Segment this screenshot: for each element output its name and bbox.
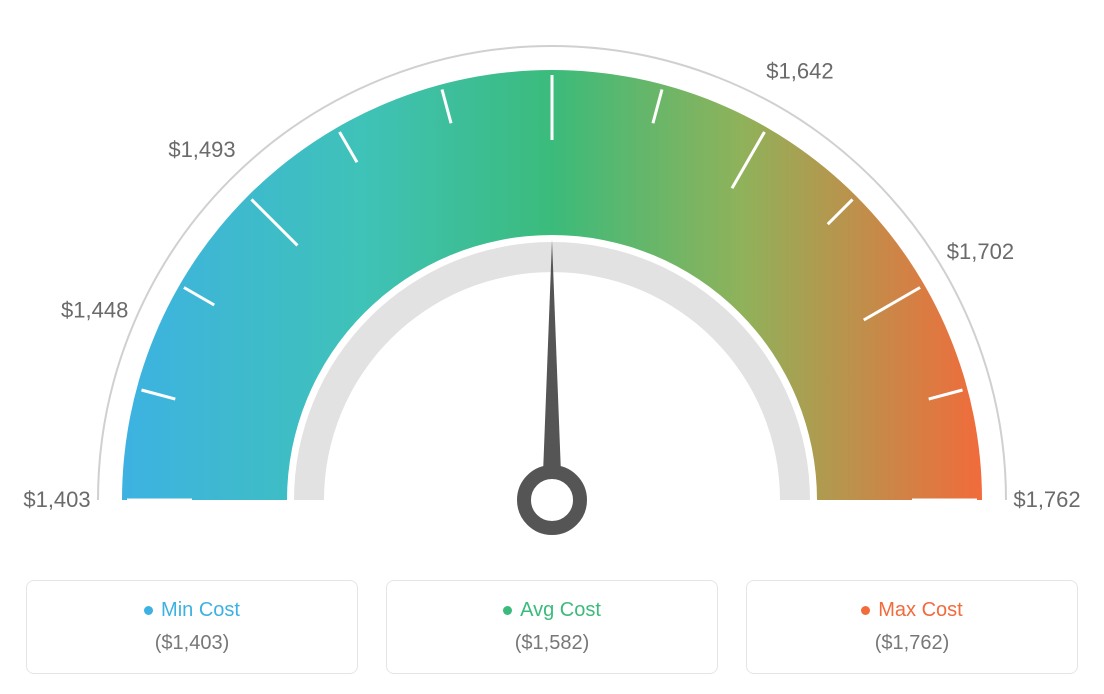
- legend-avg-value: ($1,582): [387, 632, 717, 655]
- legend-min-title-text: Min Cost: [161, 599, 240, 621]
- legend-card-avg: Avg Cost ($1,582): [386, 580, 718, 674]
- legend-row: Min Cost ($1,403) Avg Cost ($1,582) Max …: [20, 580, 1084, 674]
- dot-icon: [861, 606, 870, 615]
- legend-min-value: ($1,403): [27, 632, 357, 655]
- gauge-tick-label: $1,642: [766, 59, 833, 84]
- gauge-tick-label: $1,493: [168, 137, 235, 162]
- gauge-svg: $1,403$1,448$1,493$1,582$1,642$1,702$1,7…: [20, 20, 1084, 560]
- dot-icon: [144, 606, 153, 615]
- gauge-tick-label: $1,702: [947, 239, 1014, 264]
- gauge-chart: $1,403$1,448$1,493$1,582$1,642$1,702$1,7…: [20, 20, 1084, 674]
- legend-max-title: Max Cost: [747, 599, 1077, 622]
- legend-card-min: Min Cost ($1,403): [26, 580, 358, 674]
- gauge-tick-label: $1,448: [61, 298, 128, 323]
- legend-card-max: Max Cost ($1,762): [746, 580, 1078, 674]
- gauge-tick-label: $1,762: [1013, 487, 1080, 512]
- legend-max-title-text: Max Cost: [878, 599, 962, 621]
- dot-icon: [503, 606, 512, 615]
- legend-min-title: Min Cost: [27, 599, 357, 622]
- gauge-svg-wrap: $1,403$1,448$1,493$1,582$1,642$1,702$1,7…: [20, 20, 1084, 560]
- gauge-tick-label: $1,403: [23, 487, 90, 512]
- legend-avg-title-text: Avg Cost: [520, 599, 601, 621]
- legend-avg-title: Avg Cost: [387, 599, 717, 622]
- legend-max-value: ($1,762): [747, 632, 1077, 655]
